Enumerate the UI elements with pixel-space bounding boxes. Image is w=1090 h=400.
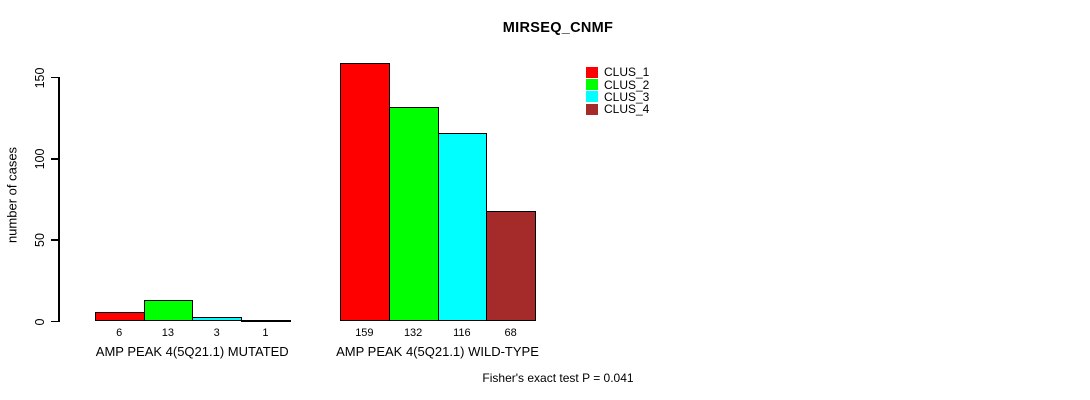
bar-value-label: 1 <box>262 327 269 339</box>
legend-swatch <box>586 103 598 115</box>
bar-value-label: 6 <box>116 327 123 339</box>
legend-label: CLUS_2 <box>604 77 650 92</box>
legend-swatch <box>586 66 598 78</box>
bar-clus_1 <box>94 311 145 322</box>
bar-value-label: 3 <box>213 327 220 339</box>
annotation-fisher-test: Fisher's exact test P = 0.041 <box>482 371 634 385</box>
legend: CLUS_1 CLUS_2 CLUS_3 CLUS_4 <box>586 66 649 116</box>
y-tick-mark <box>51 239 58 241</box>
bar-clus_1 <box>340 62 390 322</box>
group-label: AMP PEAK 4(5Q21.1) WILD-TYPE <box>336 344 539 359</box>
y-axis-line <box>58 77 60 322</box>
bar-value-label: 132 <box>403 327 423 339</box>
bar-clus_4 <box>241 319 291 322</box>
bar-value-label: 13 <box>161 327 174 339</box>
bar-clus_3 <box>192 316 242 322</box>
legend-swatch <box>586 91 598 103</box>
legend-label: CLUS_4 <box>604 102 650 117</box>
bar-value-label: 159 <box>355 327 374 339</box>
chart-title: MIRSEQ_CNMF <box>502 20 614 36</box>
group-label: AMP PEAK 4(5Q21.1) MUTATED <box>95 344 289 359</box>
legend-item: CLUS_4 <box>586 103 649 115</box>
legend-label: CLUS_3 <box>604 89 650 104</box>
legend-item: CLUS_1 <box>586 66 649 78</box>
y-tick-label: 50 <box>33 233 47 248</box>
y-tick-label: 0 <box>33 318 47 325</box>
bar-clus_2 <box>388 106 439 322</box>
bar-clus_3 <box>437 132 488 322</box>
legend-swatch <box>586 79 598 91</box>
legend-item: CLUS_2 <box>586 77 650 92</box>
y-tick-mark <box>51 320 58 323</box>
legend-label: CLUS_1 <box>604 65 650 80</box>
y-tick-label: 150 <box>33 67 47 88</box>
y-tick-mark <box>51 158 58 160</box>
legend-item: CLUS_3 <box>586 91 649 103</box>
y-tick-mark <box>51 76 58 79</box>
bar-clus_2 <box>143 300 194 322</box>
y-axis-title: number of cases <box>4 146 20 244</box>
bar-value-label: 68 <box>504 327 517 339</box>
y-tick-label: 100 <box>33 148 47 170</box>
bar-clus_4 <box>486 210 536 322</box>
bar-value-label: 116 <box>453 327 471 339</box>
